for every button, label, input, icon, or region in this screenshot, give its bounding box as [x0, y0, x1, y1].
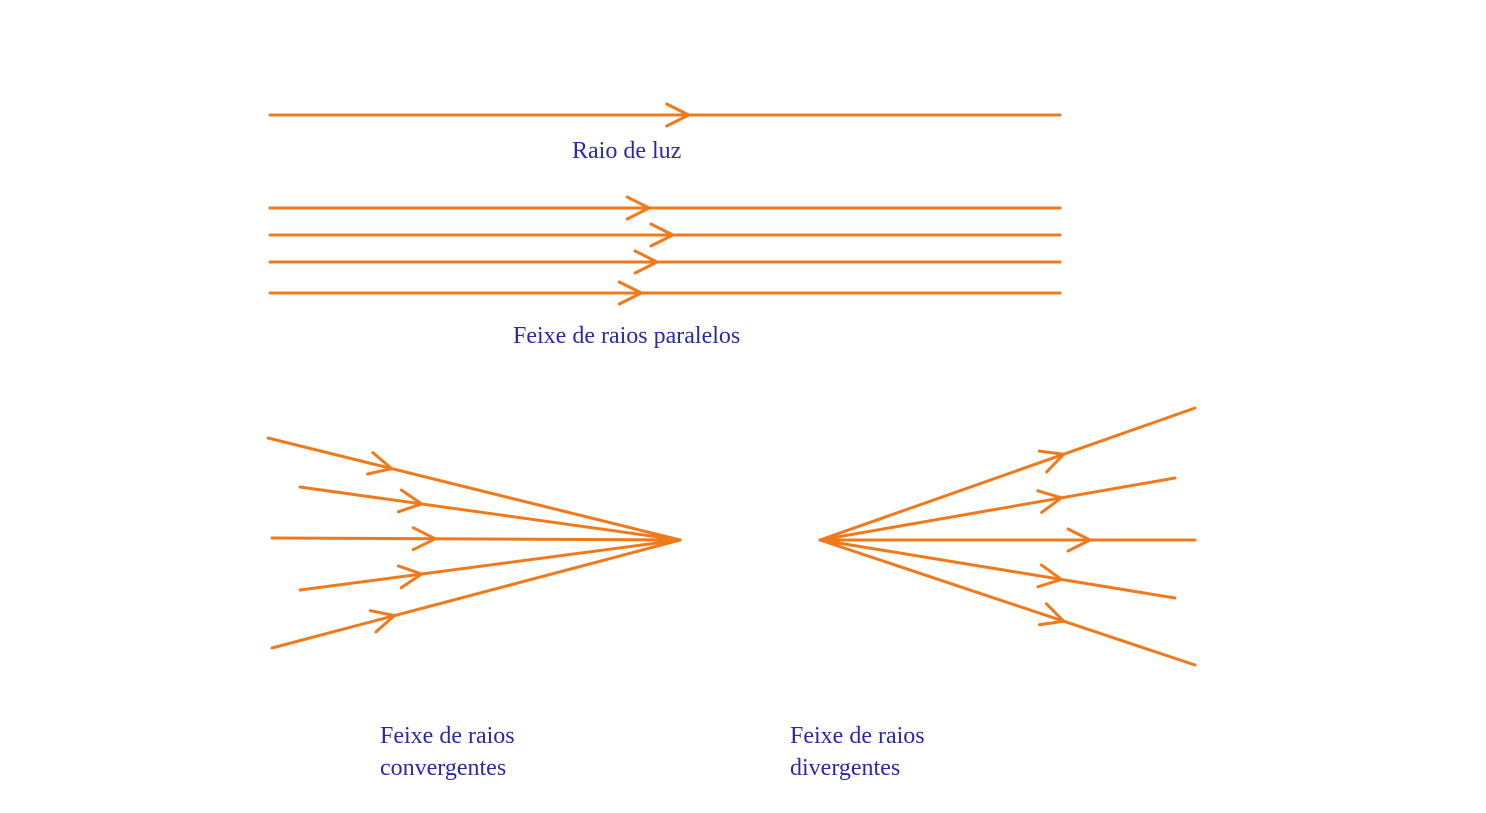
divergent-ray-0: [820, 408, 1195, 540]
label-single-ray: Raio de luz: [572, 135, 681, 167]
convergent-ray-3: [300, 540, 680, 590]
divergent-ray-1: [820, 478, 1175, 540]
convergent-ray-2: [272, 538, 680, 540]
diagram-svg: [0, 0, 1486, 813]
divergent-ray-4: [820, 540, 1195, 665]
diagram-root: Raio de luz Feixe de raios paralelos Fei…: [0, 0, 1486, 813]
convergent-ray-1: [300, 487, 680, 540]
label-convergent: Feixe de raios convergentes: [380, 720, 515, 785]
convergent-ray-0: [268, 438, 680, 540]
label-divergent: Feixe de raios divergentes: [790, 720, 925, 785]
divergent-ray-3: [820, 540, 1175, 598]
label-parallel-bundle: Feixe de raios paralelos: [513, 320, 740, 352]
convergent-ray-4: [272, 540, 680, 648]
